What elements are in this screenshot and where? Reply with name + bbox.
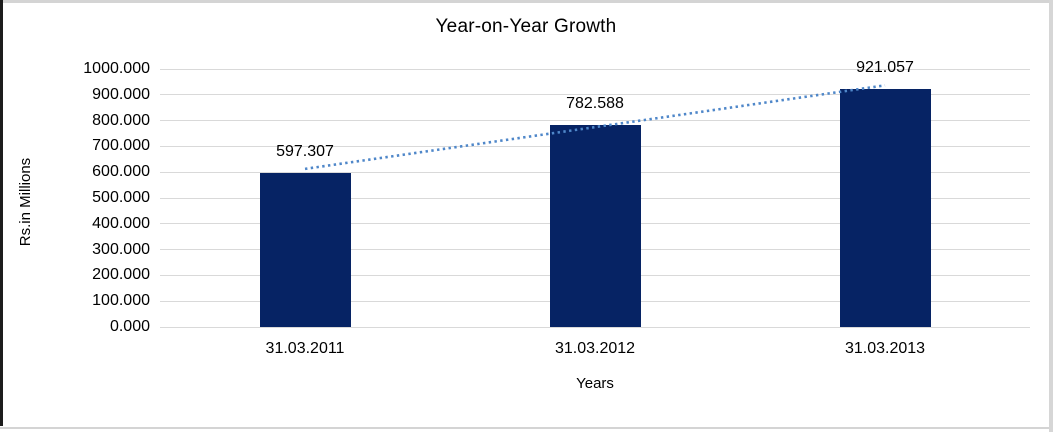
chart-title[interactable]: Year-on-Year Growth bbox=[435, 16, 617, 37]
data-label[interactable]: 782.588 bbox=[566, 95, 624, 113]
x-axis-title[interactable]: Years bbox=[576, 375, 614, 392]
chart-canvas[interactable]: Year-on-Year Growth Rs.in Millions Years… bbox=[3, 3, 1049, 427]
y-tick-label[interactable]: 1000.000 bbox=[83, 60, 150, 77]
window-edge-right bbox=[1049, 0, 1053, 432]
x-tick-label[interactable]: 31.03.2011 bbox=[265, 340, 345, 357]
x-tick-label[interactable]: 31.03.2012 bbox=[554, 340, 636, 357]
bar-31.03.2013[interactable] bbox=[839, 89, 931, 327]
y-tick-label[interactable]: 900.000 bbox=[92, 85, 150, 103]
y-tick-label[interactable]: 800.000 bbox=[92, 111, 150, 129]
y-axis-tick-labels[interactable]: 0.000 100.000 200.000 300.000 400.000 500.000… bbox=[3, 60, 150, 335]
trendline[interactable] bbox=[160, 69, 1030, 327]
y-tick-label[interactable]: 200.000 bbox=[92, 266, 150, 284]
plot-area[interactable]: 597.307 782.588 921.057 bbox=[160, 59, 1030, 328]
x-axis-tick-labels[interactable]: 31.03.2011 31.03.2012 31.03.2013 bbox=[160, 340, 1030, 360]
window-edge-top bbox=[0, 0, 1053, 3]
data-label[interactable]: 921.057 bbox=[856, 59, 914, 77]
gridline bbox=[160, 68, 1030, 70]
data-label[interactable]: 597.307 bbox=[276, 142, 334, 160]
y-tick-label[interactable]: 400.000 bbox=[92, 214, 150, 232]
y-tick-label[interactable]: 0.000 bbox=[109, 318, 150, 335]
bar-31.03.2011[interactable] bbox=[259, 172, 351, 327]
y-tick-label[interactable]: 500.000 bbox=[92, 189, 150, 206]
bar-31.03.2012[interactable] bbox=[549, 125, 641, 327]
window-edge-bottom bbox=[0, 427, 1053, 429]
y-tick-label[interactable]: 600.000 bbox=[92, 163, 150, 181]
gridline bbox=[160, 120, 1030, 122]
x-tick-label[interactable]: 31.03.2013 bbox=[844, 340, 926, 357]
y-tick-label[interactable]: 700.000 bbox=[92, 137, 150, 155]
gridline bbox=[160, 94, 1030, 96]
window-edge-left bbox=[0, 0, 3, 426]
y-tick-label[interactable]: 300.000 bbox=[92, 240, 150, 258]
gridline bbox=[160, 326, 1030, 328]
y-tick-label[interactable]: 100.000 bbox=[92, 292, 150, 310]
